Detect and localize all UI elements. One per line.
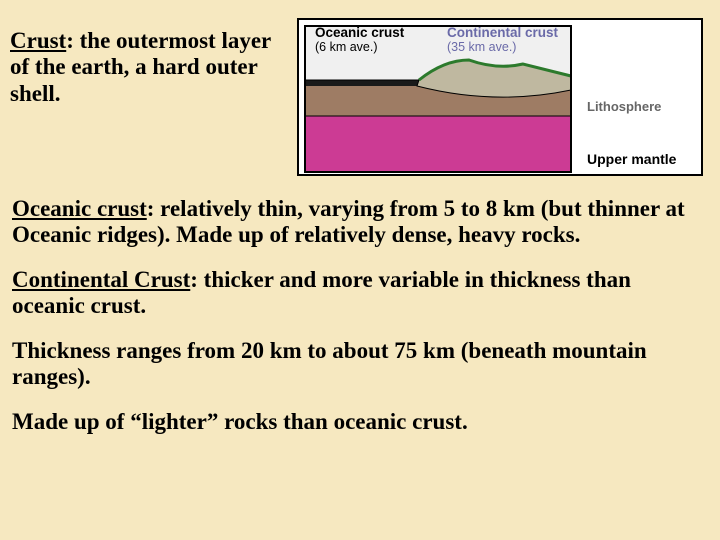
crust-definition: Crust: the outermost layer of the earth,… [10,18,290,107]
upper-mantle-label: Upper mantle [587,152,676,167]
diagram-container: Oceanic crust (6 km ave.) Continental cr… [290,18,710,176]
crust-term: Crust [10,28,66,53]
composition-paragraph: Made up of “lighter” rocks than oceanic … [12,409,708,435]
thickness-paragraph: Thickness ranges from 20 km to about 75 … [12,338,708,391]
lithosphere-label: Lithosphere [587,100,661,114]
continental-term: Continental Crust [12,267,190,292]
continental-crust-title: Continental crust [447,25,558,40]
oceanic-crust-label: Oceanic crust (6 km ave.) [315,26,404,55]
oceanic-crust-title: Oceanic crust [315,25,404,40]
oceanic-crust-paragraph: Oceanic crust: relatively thin, varying … [12,196,708,249]
continental-crust-sub: (35 km ave.) [447,41,558,55]
crust-diagram: Oceanic crust (6 km ave.) Continental cr… [297,18,703,176]
oceanic-crust-sub: (6 km ave.) [315,41,404,55]
oceanic-term: Oceanic crust [12,196,147,221]
body-paragraphs: Oceanic crust: relatively thin, varying … [0,176,720,435]
continental-crust-label: Continental crust (35 km ave.) [447,26,558,55]
continental-crust-paragraph: Continental Crust: thicker and more vari… [12,267,708,320]
